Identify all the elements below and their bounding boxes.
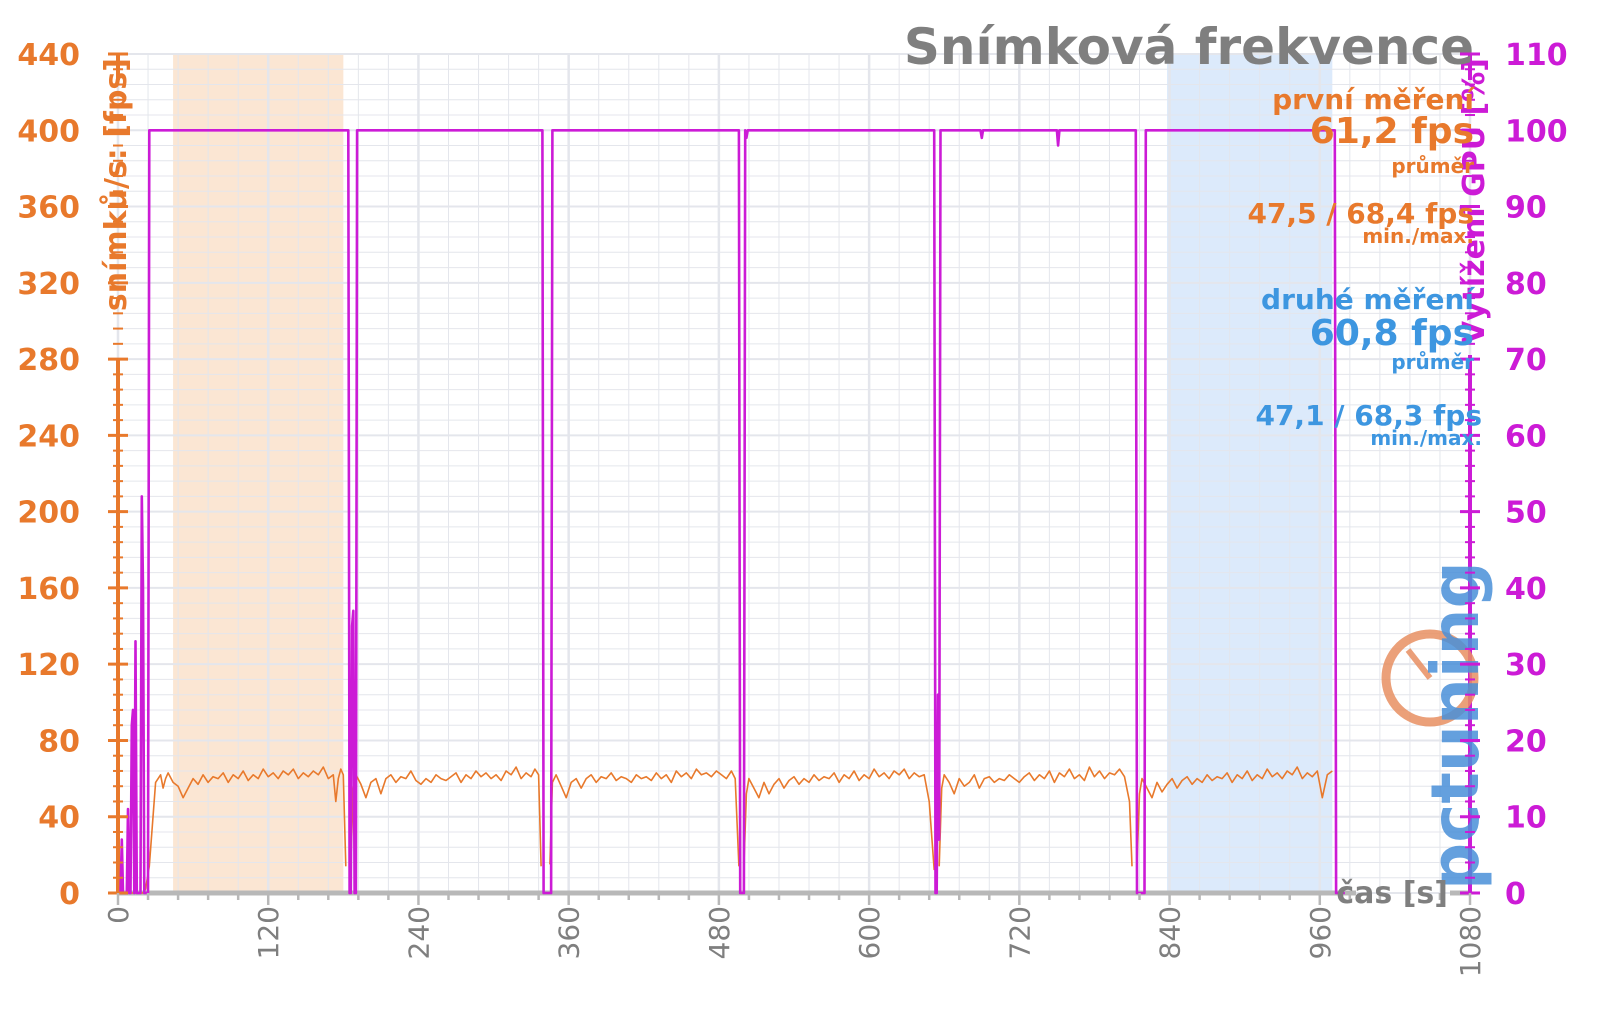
y2-tick-label: 10 bbox=[1505, 801, 1547, 836]
first-measurement-avg-label: průměr bbox=[1391, 154, 1474, 178]
y-tick-label: 320 bbox=[17, 267, 80, 302]
chart-title: Snímková frekvence bbox=[903, 18, 1474, 76]
y2-tick-label: 90 bbox=[1505, 191, 1547, 226]
y2-tick-label: 50 bbox=[1505, 496, 1547, 531]
fps-line bbox=[549, 768, 740, 867]
first-measurement-minmax-label: min./max. bbox=[1362, 224, 1474, 248]
y-tick-label: 80 bbox=[38, 724, 80, 759]
x-tick-label: 0 bbox=[102, 906, 135, 924]
y-tick-label: 440 bbox=[17, 38, 80, 73]
x-tick-label: 960 bbox=[1304, 906, 1337, 959]
logo-gauge-needle bbox=[1405, 648, 1433, 680]
y2-tick-label: 60 bbox=[1505, 419, 1547, 454]
x-tick-label: 480 bbox=[703, 906, 736, 959]
x-tick-label: 360 bbox=[553, 906, 586, 959]
second-measurement-minmax-label: min./max. bbox=[1370, 426, 1482, 450]
x-tick-label: 1080 bbox=[1454, 906, 1487, 977]
x-axis-title: čas [s] bbox=[1336, 876, 1448, 911]
y-tick-label: 40 bbox=[38, 801, 80, 836]
y2-tick-label: 110 bbox=[1505, 38, 1568, 73]
first-measurement-minmax: 47,5 / 68,4 fps bbox=[1247, 197, 1474, 230]
second-measurement-minmax: 47,1 / 68,3 fps bbox=[1255, 399, 1482, 432]
gpu-load-line bbox=[118, 129, 1345, 895]
logo-gauge-ring bbox=[1381, 629, 1479, 727]
y2-tick-label: 70 bbox=[1505, 343, 1547, 378]
pctuning-logo: pctuning bbox=[1381, 561, 1494, 890]
logo-text: pctuning bbox=[1417, 561, 1494, 890]
y2-tick-label: 40 bbox=[1505, 572, 1547, 607]
first-measurement-avg: 61,2 fps bbox=[1309, 111, 1474, 152]
fps-line bbox=[938, 766, 1133, 867]
y-tick-label: 200 bbox=[17, 496, 80, 531]
fps-line bbox=[350, 766, 542, 867]
fps-line bbox=[743, 768, 935, 871]
y-axis-title: snímků/s: [fps] bbox=[98, 58, 134, 311]
x-tick-label: 840 bbox=[1154, 906, 1187, 959]
highlight-region bbox=[173, 54, 344, 893]
y2-tick-label: 30 bbox=[1505, 648, 1547, 683]
y2-tick-label: 100 bbox=[1505, 114, 1568, 149]
x-tick-label: 600 bbox=[853, 906, 886, 959]
highlight-region bbox=[1167, 54, 1333, 893]
y-tick-label: 360 bbox=[17, 191, 80, 226]
second-measurement-title: druhé měření bbox=[1261, 283, 1474, 316]
fps-line bbox=[1136, 766, 1333, 865]
x-tick-label: 240 bbox=[402, 906, 435, 959]
y-tick-label: 120 bbox=[17, 648, 80, 683]
y2-tick-label: 20 bbox=[1505, 724, 1547, 759]
fps-line bbox=[118, 766, 347, 894]
second-measurement-avg: 60,8 fps bbox=[1309, 313, 1474, 354]
y-tick-label: 160 bbox=[17, 572, 80, 607]
x-tick-label: 720 bbox=[1003, 906, 1036, 959]
y2-tick-label: 0 bbox=[1505, 877, 1526, 912]
y-tick-label: 280 bbox=[17, 343, 80, 378]
y2-tick-label: 80 bbox=[1505, 267, 1547, 302]
x-tick-label: 120 bbox=[252, 906, 285, 959]
y2-axis-title: Vytížení GPU [%] bbox=[1457, 58, 1492, 344]
first-measurement-title: první měření bbox=[1272, 83, 1474, 116]
second-measurement-avg-label: průměr bbox=[1391, 350, 1474, 374]
y-tick-label: 400 bbox=[17, 114, 80, 149]
y-tick-label: 240 bbox=[17, 419, 80, 454]
y-tick-label: 0 bbox=[59, 877, 80, 912]
